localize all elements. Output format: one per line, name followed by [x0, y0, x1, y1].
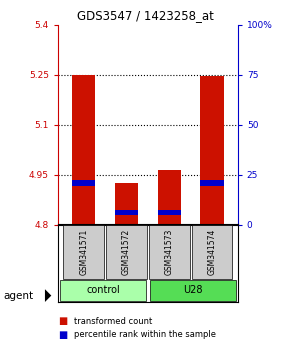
Text: GSM341574: GSM341574	[208, 229, 217, 275]
Bar	[72, 75, 95, 225]
Bar	[200, 76, 224, 225]
FancyBboxPatch shape	[60, 280, 146, 301]
FancyBboxPatch shape	[149, 225, 190, 279]
Text: U28: U28	[183, 285, 203, 296]
FancyBboxPatch shape	[192, 225, 233, 279]
Text: agent: agent	[3, 291, 33, 301]
Text: ■: ■	[58, 330, 67, 339]
Text: GSM341573: GSM341573	[165, 229, 174, 275]
Bar	[115, 210, 138, 215]
FancyBboxPatch shape	[150, 280, 236, 301]
Bar	[200, 180, 224, 187]
Text: GSM341571: GSM341571	[79, 229, 88, 275]
FancyBboxPatch shape	[63, 225, 104, 279]
FancyBboxPatch shape	[106, 225, 147, 279]
Text: percentile rank within the sample: percentile rank within the sample	[74, 330, 216, 339]
Polygon shape	[45, 289, 51, 302]
Text: GDS3547 / 1423258_at: GDS3547 / 1423258_at	[77, 9, 213, 22]
Text: transformed count: transformed count	[74, 316, 152, 326]
Bar	[157, 170, 181, 225]
Bar	[72, 180, 95, 187]
Text: GSM341572: GSM341572	[122, 229, 131, 275]
Text: control: control	[86, 285, 120, 296]
Bar	[115, 183, 138, 225]
Text: ■: ■	[58, 316, 67, 326]
Bar	[157, 210, 181, 215]
